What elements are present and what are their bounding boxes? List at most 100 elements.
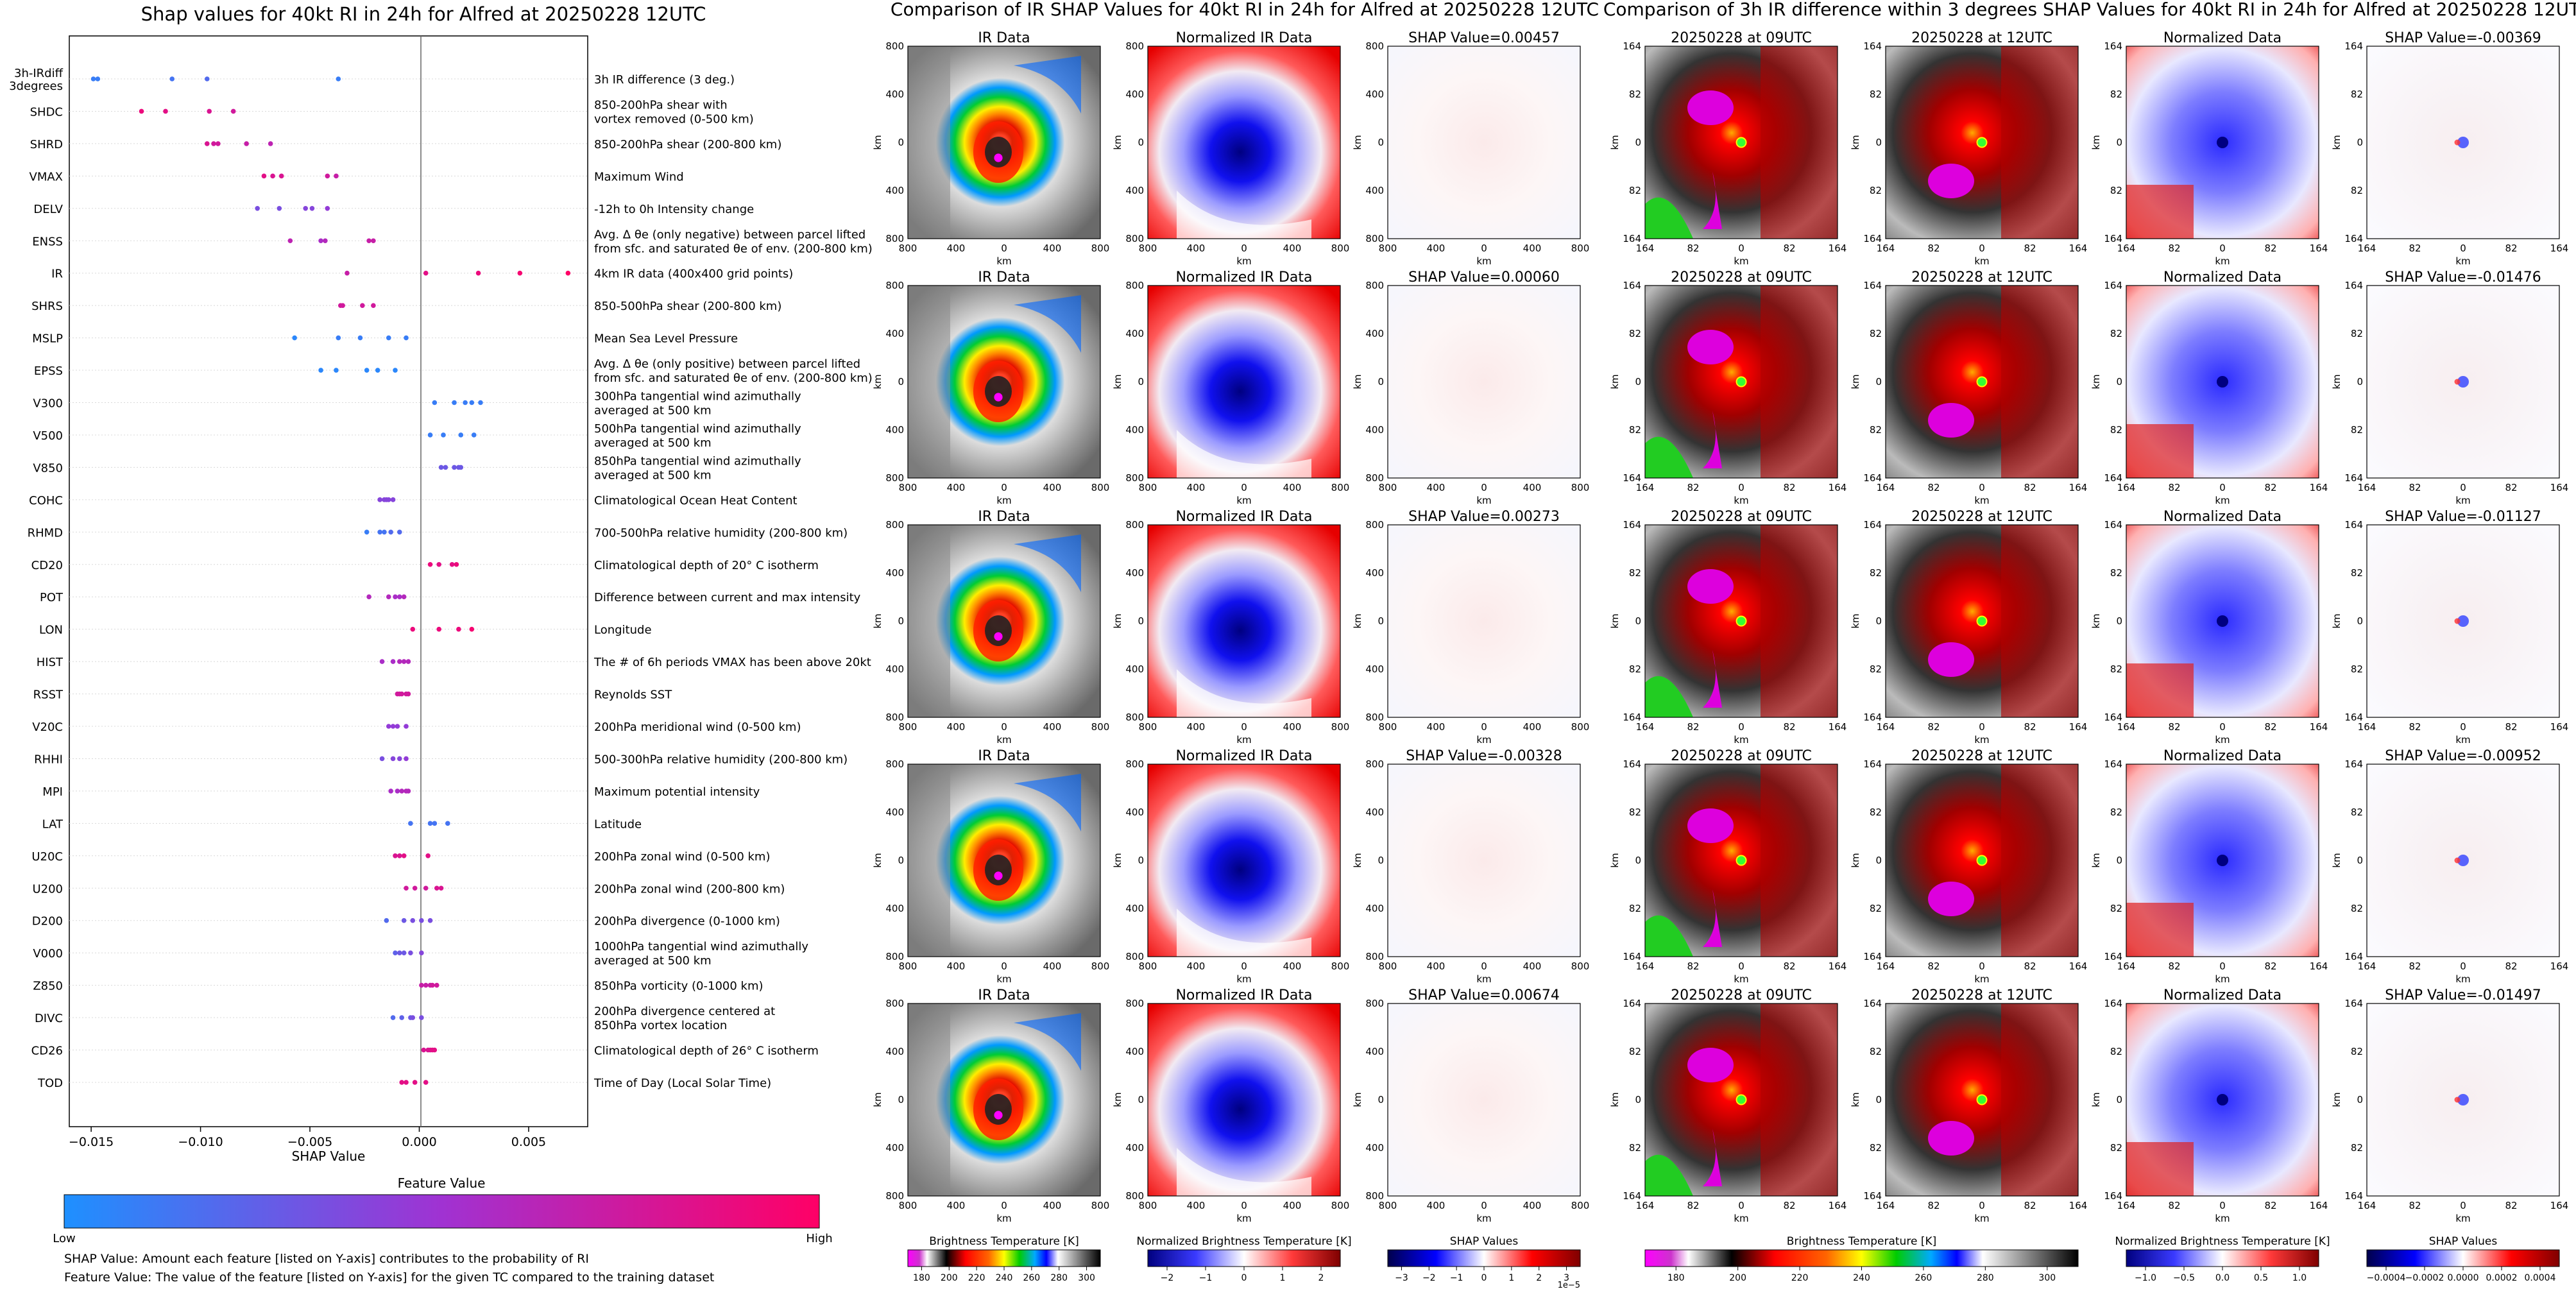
x-tick-label: 0 bbox=[2219, 243, 2226, 254]
y-tick-label: 800 bbox=[1365, 280, 1384, 291]
y-tick-label: 800 bbox=[885, 472, 904, 484]
y-tick-label: 82 bbox=[2110, 567, 2122, 579]
shap-point bbox=[469, 400, 475, 405]
y-axis-label: km bbox=[1609, 374, 1621, 389]
y-tick-label: 164 bbox=[1863, 472, 1882, 484]
x-tick-label: 164 bbox=[2117, 1200, 2136, 1211]
x-tick-label: 800 bbox=[1331, 243, 1350, 254]
x-tick-label: 800 bbox=[1139, 721, 1157, 733]
y-tick-label: 164 bbox=[2344, 519, 2363, 531]
x-tick-label: 0 bbox=[1241, 243, 1247, 254]
y-tick-label: 0 bbox=[2357, 855, 2363, 866]
x-tick-label: 82 bbox=[2264, 721, 2276, 733]
panel-frame bbox=[1387, 1003, 1581, 1197]
heatmap-panel: SHAP Value=-0.01497164164828200828216416… bbox=[2331, 987, 2568, 1224]
y-tick-label: 164 bbox=[1623, 1190, 1641, 1202]
colorbar-tick-label: 0.0 bbox=[2215, 1273, 2230, 1283]
y-tick-label: 82 bbox=[1870, 807, 1882, 818]
x-tick-label: 400 bbox=[947, 243, 966, 254]
x-tick-label: 82 bbox=[1783, 243, 1795, 254]
y-tick-label: 164 bbox=[1863, 519, 1882, 531]
y-axis-label: km bbox=[1609, 853, 1621, 867]
y-tick-label: 82 bbox=[2351, 567, 2363, 579]
x-tick-label: 164 bbox=[2069, 482, 2088, 493]
shap-point bbox=[244, 141, 249, 146]
x-tick-label: 0 bbox=[2460, 1200, 2466, 1211]
shap-point bbox=[458, 432, 464, 438]
shap-point bbox=[463, 400, 468, 405]
shap-point bbox=[395, 789, 400, 794]
x-tick-label: 164 bbox=[2310, 960, 2328, 972]
x-tick-label: 800 bbox=[1331, 1200, 1350, 1211]
colorbar-tick-label: −2 bbox=[1422, 1273, 1436, 1283]
x-tick-label: 400 bbox=[1043, 482, 1062, 493]
panel-frame bbox=[1644, 1003, 1838, 1197]
x-axis-label: km bbox=[1734, 734, 1748, 746]
feature-description: 200hPa zonal wind (200-800 km) bbox=[594, 882, 785, 896]
x-tick-label: 82 bbox=[2409, 482, 2421, 493]
y-tick-label: 0 bbox=[1138, 855, 1144, 866]
y-tick-label: 82 bbox=[1629, 903, 1641, 914]
colorbar-gradient bbox=[1387, 1249, 1581, 1267]
x-tick-label: 164 bbox=[2358, 1200, 2376, 1211]
x-tick-label: 164 bbox=[2117, 243, 2136, 254]
y-tick-label: 800 bbox=[1125, 519, 1144, 531]
panel-frame bbox=[1644, 524, 1838, 718]
y-tick-label: 800 bbox=[1365, 712, 1384, 723]
y-tick-label: 0 bbox=[1875, 1094, 1882, 1105]
y-axis-label: km bbox=[2090, 135, 2102, 149]
x-axis-label: km bbox=[2215, 734, 2230, 746]
y-tick-label: 82 bbox=[1629, 89, 1641, 100]
x-tick-label: 800 bbox=[1571, 721, 1590, 733]
x-tick-label: 164 bbox=[1636, 1200, 1655, 1211]
panel-frame bbox=[2126, 1003, 2319, 1197]
y-tick-label: 400 bbox=[1365, 1142, 1384, 1154]
heatmap-panel: SHAP Value=0.004578008004004000040040080… bbox=[1352, 30, 1589, 267]
x-tick-label: 400 bbox=[1187, 960, 1206, 972]
x-tick-label: 164 bbox=[1636, 243, 1655, 254]
panel-frame bbox=[1644, 285, 1838, 479]
x-tick-label: 82 bbox=[1687, 1200, 1699, 1211]
feature-code-label: IR bbox=[51, 268, 63, 281]
y-tick-label: 800 bbox=[1365, 40, 1384, 52]
shap-point bbox=[427, 561, 433, 567]
shap-point bbox=[441, 432, 446, 438]
y-tick-label: 164 bbox=[1623, 472, 1641, 484]
x-tick-label: 82 bbox=[1687, 960, 1699, 972]
x-tick-label: 800 bbox=[1139, 243, 1157, 254]
x-axis-label: SHAP Value bbox=[292, 1148, 366, 1164]
y-tick-label: 164 bbox=[2104, 519, 2122, 531]
shap-point bbox=[397, 594, 402, 599]
x-axis-label: km bbox=[1974, 495, 1989, 506]
y-tick-label: 800 bbox=[1365, 758, 1384, 770]
shap-point bbox=[379, 756, 385, 762]
y-tick-label: 82 bbox=[1629, 663, 1641, 675]
colorbar-tick-label: 0 bbox=[1481, 1273, 1487, 1283]
panel-title: 20250228 at 09UTC bbox=[1671, 509, 1812, 525]
x-tick-label: 82 bbox=[1687, 721, 1699, 733]
x-tick-label: 164 bbox=[2117, 721, 2136, 733]
feature-code-label: MSLP bbox=[32, 332, 63, 346]
shap-point bbox=[377, 497, 382, 502]
shap-point bbox=[397, 529, 402, 535]
y-tick-label: 164 bbox=[1863, 280, 1882, 291]
y-tick-label: 0 bbox=[1138, 137, 1144, 148]
colorbar-tick-label: −1.0 bbox=[2135, 1273, 2156, 1283]
x-tick-label: −0.015 bbox=[69, 1135, 114, 1149]
shap-point bbox=[408, 950, 413, 955]
y-tick-label: 164 bbox=[1863, 233, 1882, 244]
shap-point bbox=[375, 368, 380, 373]
shap-point bbox=[360, 303, 365, 308]
y-tick-label: 400 bbox=[1125, 424, 1144, 436]
feature-description: Maximum Wind bbox=[594, 170, 684, 184]
y-tick-label: 800 bbox=[1125, 998, 1144, 1009]
shap-point bbox=[393, 853, 398, 858]
feature-description: Mean Sea Level Pressure bbox=[594, 332, 738, 346]
feature-rows: 3h-IRdiff 3degrees 3h IR difference (3 deg… bbox=[9, 67, 873, 1090]
panel-frame bbox=[2126, 524, 2319, 718]
y-tick-label: 0 bbox=[1875, 855, 1882, 866]
y-tick-label: 164 bbox=[2104, 472, 2122, 484]
y-axis-label: km bbox=[872, 853, 883, 867]
